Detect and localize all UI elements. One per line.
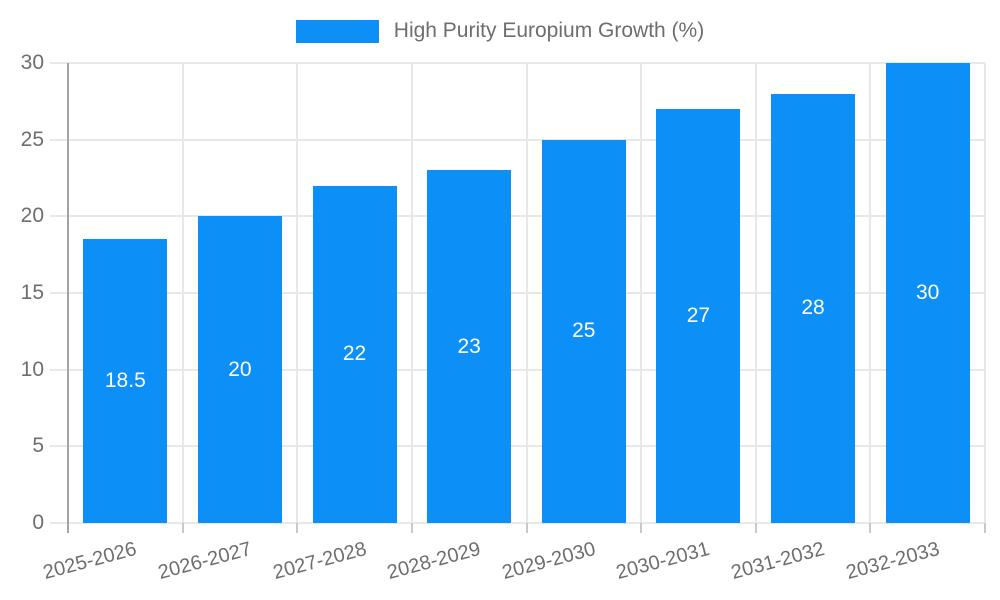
bar-value-label: 25 [572,319,596,343]
y-axis-tick-label: 5 [32,434,44,458]
x-gridline [410,63,413,523]
x-axis-tick [984,523,986,533]
x-gridline [296,63,299,523]
x-axis-tick [296,523,299,533]
y-gridline [50,138,985,141]
x-gridline [984,63,986,523]
y-axis-tick-label: 25 [20,127,44,151]
x-axis-tick [640,523,643,533]
x-axis-tick [869,523,872,533]
y-axis-tick-label: 20 [20,204,44,228]
x-gridline [181,63,184,523]
bar[interactable] [427,170,512,523]
y-gridline [50,62,985,64]
bar[interactable] [656,109,741,523]
bar[interactable] [541,139,626,523]
bar-value-label: 18.5 [104,369,146,393]
legend-item[interactable]: High Purity Europium Growth (%) [295,16,705,46]
bar[interactable] [197,216,282,523]
y-gridline [50,445,985,448]
x-gridline [640,63,643,523]
bar[interactable] [771,93,856,523]
x-gridline [869,63,872,523]
x-gridline [525,63,528,523]
x-axis-tick [754,523,757,533]
x-axis-tick [410,523,413,533]
x-gridline [754,63,757,523]
bar-value-label: 23 [457,334,481,358]
y-axis-tick-label: 10 [20,357,44,381]
bar[interactable] [83,239,168,523]
legend-swatch-icon [295,19,379,43]
bar[interactable] [885,63,970,523]
bar-value-label: 22 [342,342,367,366]
y-axis-line [67,63,69,533]
bar-value-label: 27 [686,304,711,327]
y-gridline [50,522,985,524]
bar-value-label: 20 [228,357,252,381]
x-axis-tick [181,523,184,533]
y-gridline [50,292,985,294]
legend-label: High Purity Europium Growth (%) [393,19,705,42]
y-axis-tick-label: 30 [20,51,44,74]
y-gridline [50,215,985,218]
bar-value-label: 28 [801,296,825,320]
bar-value-label: 30 [916,281,940,304]
legend: High Purity Europium Growth (%) [0,16,1000,46]
y-gridline [50,368,985,371]
y-axis-tick-label: 0 [32,511,44,534]
y-axis-tick-label: 15 [20,281,44,304]
x-axis-tick [525,523,528,533]
bar[interactable] [312,185,397,523]
